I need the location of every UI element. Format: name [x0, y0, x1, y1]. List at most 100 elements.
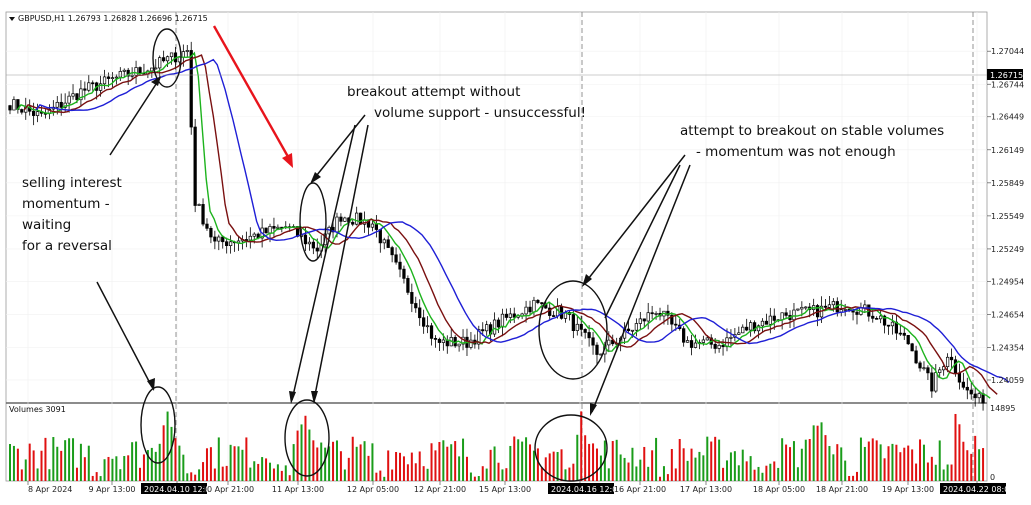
circle-volume-spike3: [534, 414, 608, 482]
candle-body: [422, 317, 426, 327]
time-tick-label: 11 Apr 13:00: [272, 485, 324, 494]
candle-body: [110, 77, 115, 80]
circle-top-reversal: [152, 28, 182, 88]
candle-body: [752, 322, 757, 332]
volume-bar: [162, 425, 165, 481]
time-tick-label: 10 Apr 21:00: [202, 485, 254, 494]
volume-bar: [379, 470, 382, 481]
volume-bar: [978, 449, 981, 481]
candle-body: [414, 303, 418, 309]
candle-body: [358, 212, 363, 225]
circle-volume-spike1: [140, 386, 176, 464]
volume-bar: [462, 438, 465, 481]
volume-bar: [662, 466, 665, 481]
volume-bar: [170, 426, 173, 481]
volume-bar: [131, 442, 134, 481]
candle-body: [307, 241, 312, 245]
candle-body: [134, 67, 138, 76]
volume-bar: [741, 449, 744, 481]
volume-bar: [296, 430, 299, 481]
volume-bar: [564, 469, 567, 481]
volume-bar: [540, 467, 543, 481]
candle-body: [965, 386, 969, 391]
candle-body: [827, 304, 832, 308]
candle-body: [370, 223, 375, 228]
volume-bar: [99, 476, 102, 481]
candle-body: [890, 321, 895, 327]
volume-bar: [611, 441, 614, 481]
candle-body: [213, 236, 217, 242]
volume-bar: [982, 448, 985, 481]
candle-body: [910, 343, 914, 352]
candle-body: [764, 320, 769, 325]
volume-bar: [198, 469, 201, 481]
volume-bar: [60, 450, 63, 481]
candle-body: [729, 336, 733, 339]
volume-bar: [135, 441, 138, 481]
volume-bar: [316, 447, 319, 481]
candle-body: [875, 318, 879, 320]
volume-bar: [48, 469, 51, 481]
circle-breakout2: [538, 280, 608, 380]
candle-body: [871, 315, 875, 319]
candle-body: [973, 393, 977, 399]
volume-axis-bottom: 0: [990, 473, 995, 482]
ma-line-2: [35, 58, 1010, 383]
volume-bar: [942, 469, 945, 481]
ma-line-1: [23, 54, 998, 395]
candle-body: [571, 314, 575, 331]
volume-bar: [773, 461, 776, 481]
volume-bar: [95, 472, 98, 481]
arrowhead-2: [147, 378, 155, 391]
header-dropdown-icon[interactable]: [9, 17, 15, 21]
price-tick-label: 1.25549: [991, 212, 1024, 221]
volume-bar: [253, 461, 256, 481]
candle-body: [169, 52, 174, 58]
candle-body: [390, 247, 394, 256]
volume-bar: [674, 468, 677, 481]
volume-bar: [16, 448, 19, 481]
arrowhead-4: [311, 391, 318, 404]
volume-bar: [182, 454, 185, 481]
volume-bar: [926, 462, 929, 481]
candle-body: [918, 362, 922, 369]
volume-bar: [418, 451, 421, 481]
candle-body: [374, 223, 378, 230]
candle-body: [945, 356, 950, 368]
time-tick-label: 12 Apr 05:00: [347, 485, 399, 494]
volume-bar: [87, 445, 90, 481]
volume-bar: [442, 440, 445, 481]
candle-body: [79, 88, 83, 101]
price-tick-label: 1.24654: [991, 310, 1024, 319]
candle-body: [118, 71, 122, 78]
volume-bar: [919, 439, 922, 481]
arrowhead-1: [151, 76, 161, 86]
candle-body: [855, 311, 859, 315]
volume-bar: [670, 449, 673, 481]
volume-bar: [335, 440, 338, 481]
volume-bar: [765, 465, 768, 481]
volume-bar: [209, 447, 212, 481]
candle-body: [650, 312, 654, 315]
candle-body: [477, 329, 481, 345]
candle-body: [575, 323, 579, 331]
candle-body: [536, 299, 540, 303]
volume-bar: [694, 457, 697, 481]
volume-bar: [682, 448, 685, 481]
grid-and-markers: [6, 12, 987, 481]
volume-bar: [9, 444, 11, 481]
volume-bar: [883, 458, 886, 481]
volume-bar: [351, 436, 354, 481]
candle-body: [760, 320, 765, 327]
candle-body: [654, 313, 658, 315]
volume-bar: [127, 455, 130, 481]
candle-body: [268, 226, 272, 234]
candle-body: [209, 227, 213, 238]
volume-bar: [308, 429, 311, 481]
volume-bar: [938, 440, 941, 481]
circle-volume-spike2: [284, 399, 330, 477]
candle-body: [768, 315, 772, 325]
candle-body: [398, 261, 402, 270]
candle-body: [469, 339, 473, 348]
candle-body: [508, 313, 512, 318]
